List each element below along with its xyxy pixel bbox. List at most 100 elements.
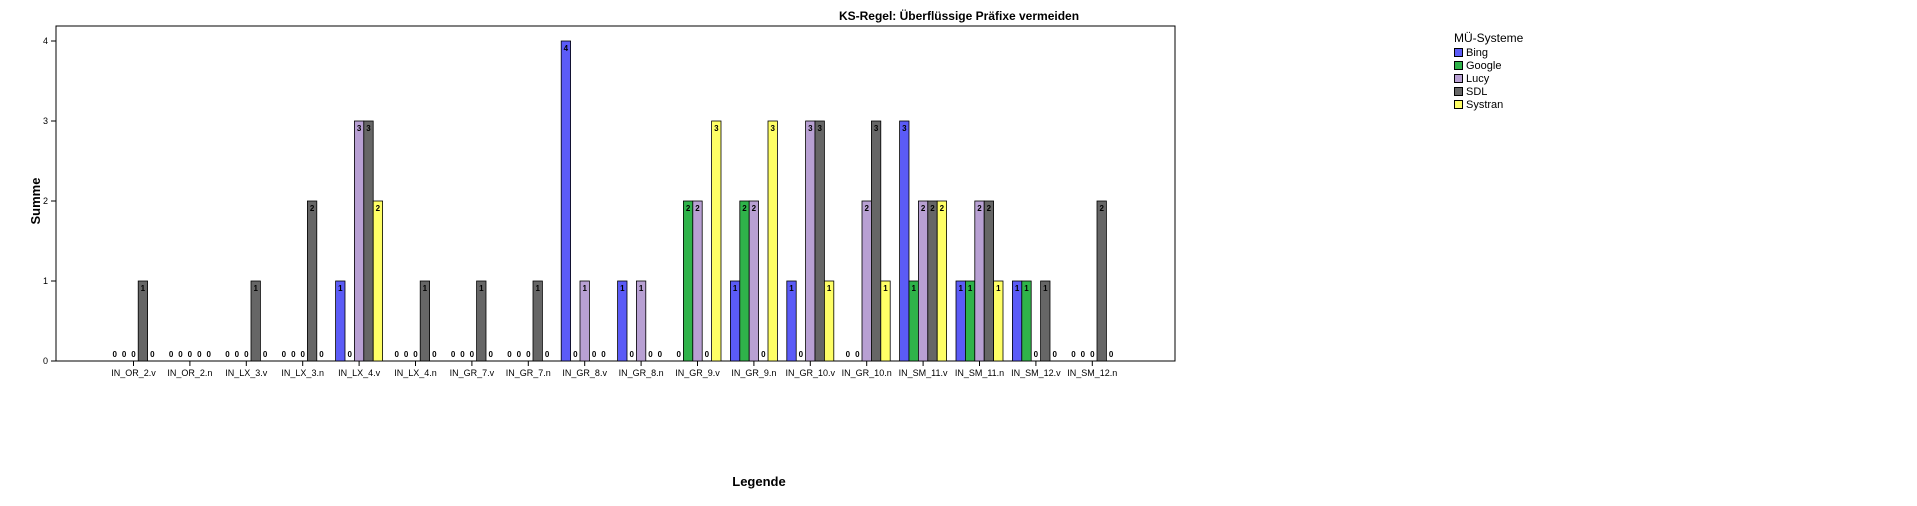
bar-bing xyxy=(899,120,910,362)
data-label: 0 xyxy=(517,350,522,359)
data-label: 0 xyxy=(225,350,230,359)
data-label: 2 xyxy=(940,204,945,213)
data-label: 0 xyxy=(413,350,418,359)
legend-swatch xyxy=(1454,87,1463,96)
data-label: 3 xyxy=(366,124,371,133)
data-label: 2 xyxy=(987,204,992,213)
bar-lucy xyxy=(579,280,590,362)
bar-google xyxy=(965,280,976,362)
x-tick-label: IN_GR_10.v xyxy=(786,368,836,378)
x-tick-label: IN_LX_3.n xyxy=(281,368,324,378)
bar-lucy xyxy=(918,200,929,362)
x-tick-label: IN_SM_12.v xyxy=(1011,368,1061,378)
y-axis-label: Summe xyxy=(28,178,43,225)
bar-google xyxy=(683,200,694,362)
data-label: 0 xyxy=(1081,350,1086,359)
data-label: 0 xyxy=(1052,350,1057,359)
data-label: 0 xyxy=(1034,350,1039,359)
data-label: 2 xyxy=(752,204,757,213)
data-label: 1 xyxy=(883,284,888,293)
bar-systran xyxy=(711,120,722,362)
data-label: 0 xyxy=(846,350,851,359)
data-label: 0 xyxy=(263,350,268,359)
x-tick-label: IN_SM_12.n xyxy=(1067,368,1117,378)
data-label: 0 xyxy=(178,350,183,359)
data-label: 1 xyxy=(639,284,644,293)
legend-swatch xyxy=(1454,48,1463,57)
data-label: 0 xyxy=(404,350,409,359)
legend-title: MÜ-Systeme xyxy=(1454,31,1524,45)
data-label: 0 xyxy=(1109,350,1114,359)
bar-lucy xyxy=(692,200,703,362)
legend-label: Bing xyxy=(1466,46,1489,59)
data-label: 1 xyxy=(958,284,963,293)
bar-google xyxy=(908,280,919,362)
data-label: 0 xyxy=(282,350,287,359)
data-label: 0 xyxy=(235,350,240,359)
x-tick-label: IN_GR_8.v xyxy=(562,368,607,378)
bar-bing xyxy=(335,280,346,362)
data-label: 0 xyxy=(347,350,352,359)
legend-item-lucy: Lucy xyxy=(1454,72,1523,85)
bar-sdl xyxy=(250,280,261,362)
data-label: 0 xyxy=(1090,350,1095,359)
data-label: 3 xyxy=(817,124,822,133)
bar-systran xyxy=(936,200,948,362)
plot-frame xyxy=(55,25,1176,362)
bar-sdl xyxy=(1096,200,1107,362)
data-label: 0 xyxy=(470,350,475,359)
bar-google xyxy=(739,200,750,362)
data-label: 2 xyxy=(921,204,926,213)
bar-lucy xyxy=(748,200,760,362)
data-label: 0 xyxy=(658,350,663,359)
bar-lucy xyxy=(861,200,872,362)
data-label: 0 xyxy=(197,350,202,359)
x-tick-label: IN_GR_8.n xyxy=(619,368,664,378)
bar-bing xyxy=(730,280,741,362)
bar-systran xyxy=(993,280,1004,362)
bar-systran xyxy=(372,200,384,362)
y-tick-label: 2 xyxy=(43,196,48,206)
x-tick-label: IN_GR_10.n xyxy=(842,368,892,378)
data-label: 1 xyxy=(535,284,540,293)
x-axis-label: Legende xyxy=(732,474,785,489)
data-label: 0 xyxy=(131,350,136,359)
data-label: 3 xyxy=(874,124,879,133)
legend-items: Bing Google Lucy SDL Systran xyxy=(1454,46,1523,111)
data-label: 0 xyxy=(629,350,634,359)
bar-sdl xyxy=(927,200,938,362)
x-tick-label: IN_GR_7.v xyxy=(450,368,495,378)
legend: MÜ-Systeme Bing Google Lucy SDL Systran xyxy=(1454,31,1523,111)
bar-sdl xyxy=(476,280,487,362)
data-label: 2 xyxy=(742,204,747,213)
data-label: 1 xyxy=(423,284,428,293)
x-tick-label: IN_SM_11.n xyxy=(955,368,1004,378)
data-label: 3 xyxy=(714,124,719,133)
bar-lucy xyxy=(805,120,816,362)
data-label: 0 xyxy=(799,350,804,359)
data-label: 2 xyxy=(695,204,700,213)
data-label: 2 xyxy=(310,204,315,213)
data-label: 0 xyxy=(592,350,597,359)
data-label: 0 xyxy=(676,350,681,359)
data-label: 0 xyxy=(526,350,531,359)
x-tick-label: IN_GR_9.v xyxy=(675,368,720,378)
data-label: 0 xyxy=(460,350,465,359)
x-tick-label: IN_OR_2.n xyxy=(167,368,212,378)
bar-bing xyxy=(786,280,797,362)
data-label: 3 xyxy=(770,124,775,133)
data-label: 1 xyxy=(827,284,832,293)
data-label: 0 xyxy=(545,350,550,359)
bar-systran xyxy=(824,280,835,362)
data-label: 1 xyxy=(1015,284,1020,293)
data-label: 0 xyxy=(206,350,211,359)
data-label: 0 xyxy=(601,350,606,359)
data-label: 1 xyxy=(911,284,916,293)
chart-title: KS-Regel: Überflüssige Präfixe vermeiden xyxy=(839,8,1079,23)
bar-bing xyxy=(955,280,966,362)
bar-sdl xyxy=(363,120,374,362)
data-label: 0 xyxy=(761,350,766,359)
data-label: 0 xyxy=(188,350,193,359)
bar-lucy xyxy=(353,120,365,362)
data-label: 0 xyxy=(394,350,399,359)
